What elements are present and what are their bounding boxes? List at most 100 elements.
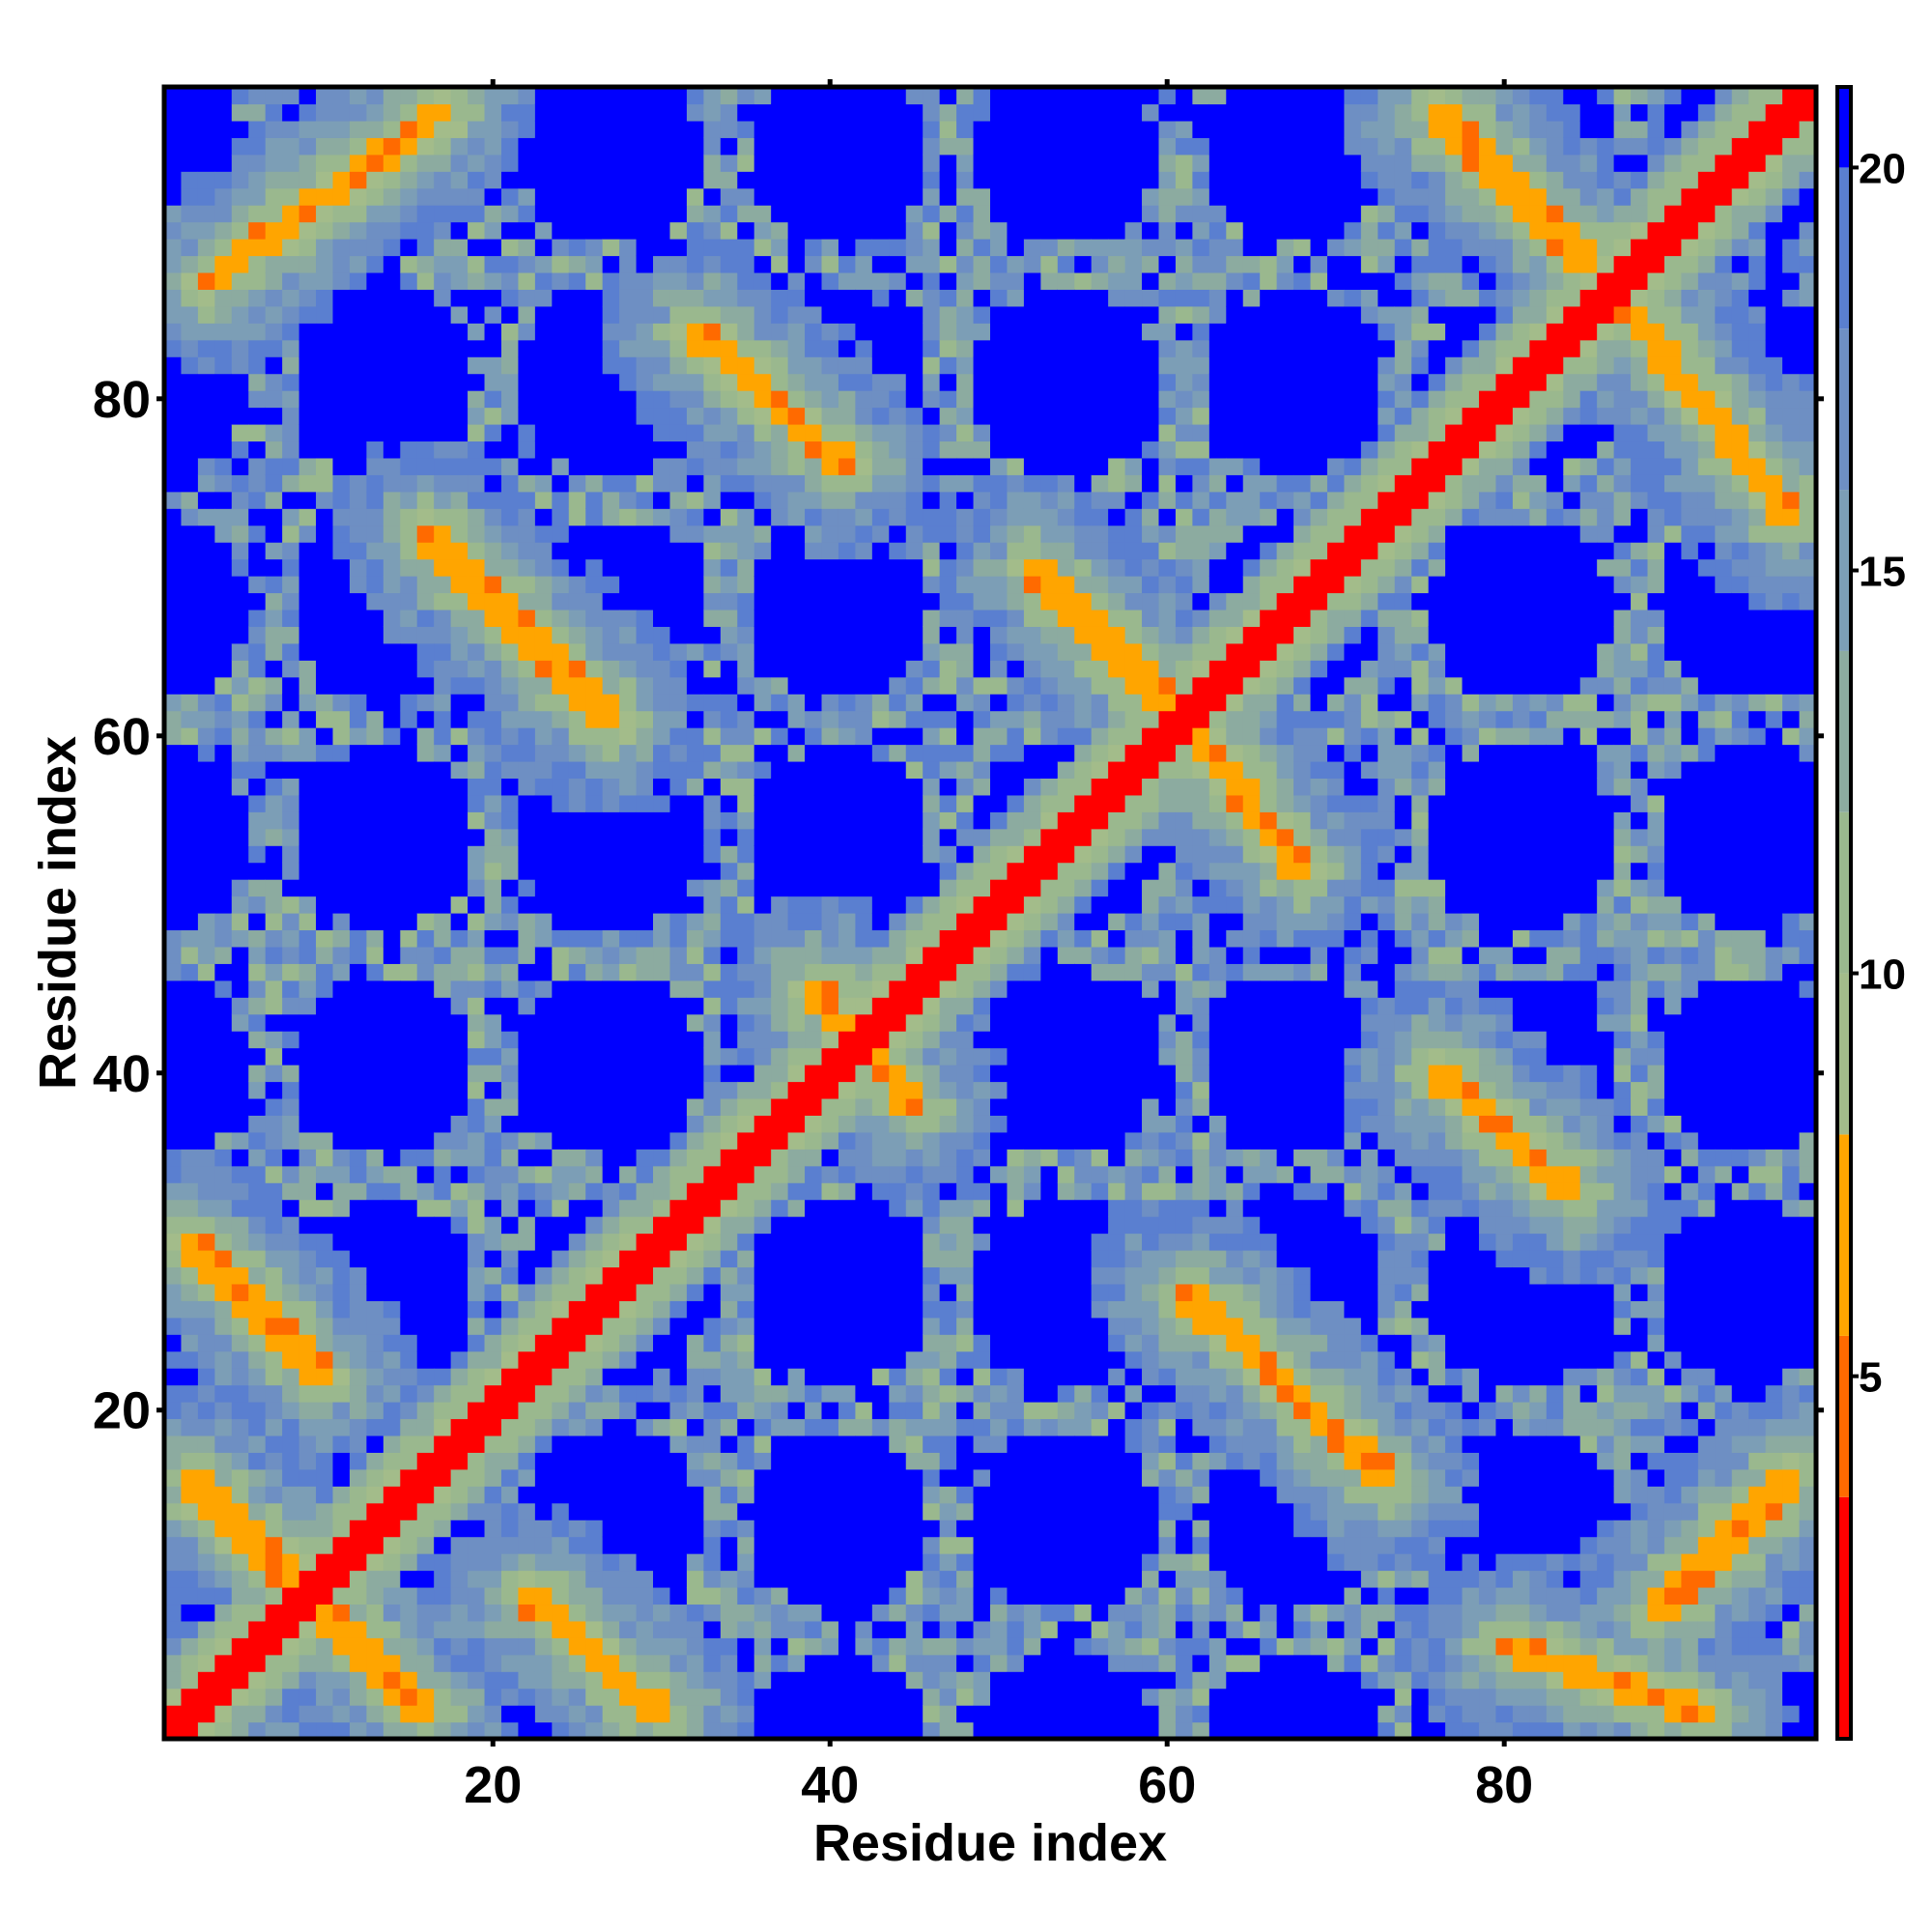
heatmap-cell [231,828,249,846]
heatmap-cell [855,1233,873,1251]
heatmap-cell [973,744,991,762]
heatmap-cell [484,1620,502,1638]
heatmap-cell [871,828,890,846]
heatmap-cell [197,592,215,611]
heatmap-cell [383,1165,401,1183]
heatmap-cell [838,676,857,695]
heatmap-cell [164,255,183,273]
heatmap-cell [248,1468,267,1487]
heatmap-cell [484,642,502,661]
heatmap-cell [669,558,688,577]
heatmap-cell [400,1620,418,1638]
heatmap-cell [805,1350,823,1369]
heatmap-cell [383,289,401,307]
heatmap-cell [653,1350,671,1369]
heatmap-cell [366,508,384,526]
heatmap-cell [923,508,941,526]
heatmap-cell [416,491,435,509]
heatmap-cell [905,1097,923,1116]
heatmap-cell [214,1553,233,1572]
heatmap-cell [821,87,839,105]
heatmap-cell [282,1604,300,1622]
heatmap-cell [636,205,654,223]
heatmap-cell [805,1165,823,1183]
heatmap-cell [871,1671,890,1690]
heatmap-cell [636,980,654,998]
heatmap-cell [332,1131,351,1150]
heatmap-cell [400,1486,418,1504]
heatmap-cell [282,1721,300,1740]
heatmap-cell [316,694,334,712]
heatmap-cell [905,845,923,864]
heatmap-cell [282,373,300,391]
heatmap-cell [636,289,654,307]
heatmap-cell [298,1149,317,1167]
heatmap-cell [805,710,823,728]
heatmap-cell [720,1637,738,1656]
heatmap-cell [905,1468,923,1487]
heatmap-cell [889,1283,907,1301]
heatmap-cell [500,778,520,796]
heatmap-cell [282,120,300,138]
heatmap-cell [484,828,502,846]
heatmap-cell [349,1418,367,1436]
heatmap-cell [703,205,722,223]
heatmap-cell [753,828,772,846]
heatmap-cell [181,929,199,948]
heatmap-cell [939,694,957,712]
heatmap-cell [197,1536,215,1554]
heatmap-cell [855,845,873,864]
heatmap-cell [181,87,199,105]
heatmap-cell [231,407,249,425]
heatmap-cell [602,187,620,206]
heatmap-cell [332,1065,351,1083]
heatmap-cell [484,1131,502,1150]
heatmap-cell [821,1249,839,1268]
heatmap-cell [265,997,283,1015]
heatmap-cell [585,1097,604,1116]
heatmap-cell [484,356,502,375]
heatmap-cell [568,929,586,948]
heatmap-cell [923,1486,941,1504]
heatmap-cell [282,727,300,746]
heatmap-cell [298,879,317,897]
heatmap-cell [619,87,638,105]
heatmap-cell [923,609,941,627]
heatmap-cell [787,491,806,509]
heatmap-cell [484,1115,502,1133]
heatmap-cell [653,390,671,409]
heatmap-cell [889,828,907,846]
heatmap-cell [1007,929,1025,948]
heatmap-cell [686,727,704,746]
heatmap-cell [248,87,267,105]
heatmap-cell [821,997,839,1015]
heatmap-cell [669,963,688,981]
heatmap-cell [771,1688,789,1706]
heatmap-cell [416,1604,435,1622]
heatmap-cell [653,1553,671,1572]
heatmap-cell [720,390,738,409]
heatmap-cell [973,811,991,830]
heatmap-cell [619,1047,638,1065]
heatmap-cell [164,1031,183,1049]
heatmap-cell [450,542,469,560]
heatmap-cell [468,289,486,307]
heatmap-cell [316,1502,334,1520]
heatmap-cell [181,1721,199,1740]
heatmap-cell [923,879,941,897]
heatmap-cell [164,1435,183,1453]
heatmap-cell [720,1671,738,1690]
heatmap-cell [686,305,704,324]
heatmap-cell [771,1199,789,1217]
heatmap-cell [181,1115,199,1133]
heatmap-cell [939,205,957,223]
heatmap-cell [265,1047,283,1065]
heatmap-cell [871,1115,890,1133]
heatmap-cell [500,239,520,257]
heatmap-cell [737,440,755,459]
heatmap-cell [416,1199,435,1217]
heatmap-cell [282,1300,300,1319]
heatmap-cell [855,339,873,357]
heatmap-cell [500,305,520,324]
heatmap-cell [332,103,351,122]
